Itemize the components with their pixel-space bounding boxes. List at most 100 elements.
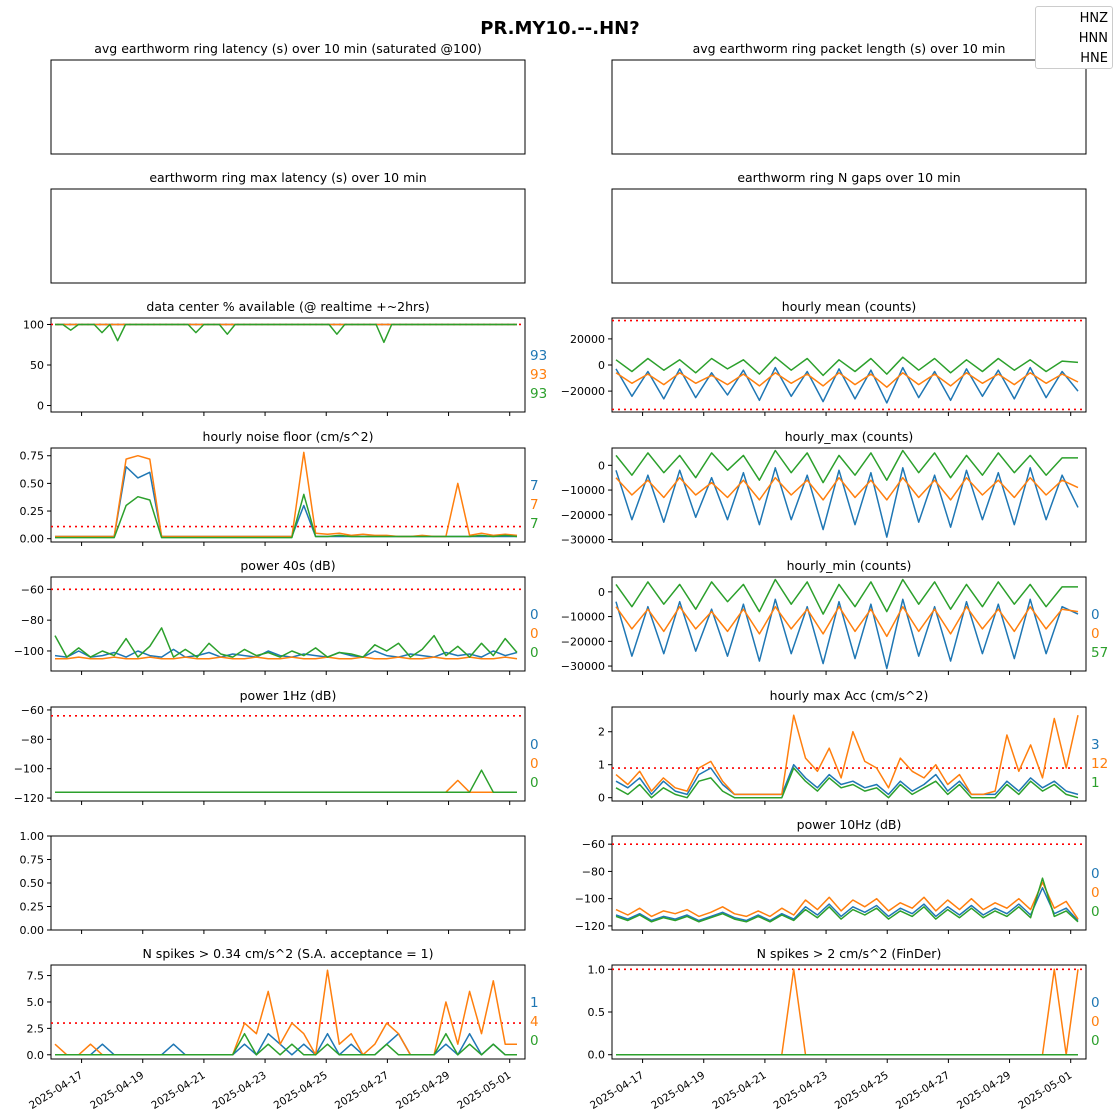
power-10hz-series-hnz <box>615 887 1079 922</box>
hourly-min-side-value-hne: 57 <box>1091 645 1108 661</box>
noise-floor-ytick-label-1: 0.25 <box>20 505 45 518</box>
spikes-2-side-value-hne: 0 <box>1091 1033 1100 1049</box>
power-10hz-side-value-hnn: 0 <box>1091 885 1100 901</box>
spikes-2-xtick-label-2: 2025-04-21 <box>710 1069 768 1112</box>
noise-floor-title: hourly noise floor (cm/s^2) <box>203 429 374 444</box>
max-acc-side-value-hne: 1 <box>1091 775 1100 791</box>
power-40s-series-hnn <box>55 656 518 660</box>
max-acc-ytick-label-1: 1 <box>598 759 605 772</box>
figure-title: PR.MY10.--.HN? <box>480 18 640 39</box>
spikes-034-xtick-label-6: 2025-04-29 <box>394 1069 452 1112</box>
availability-title: data center % available (@ realtime +~2h… <box>146 299 429 314</box>
spikes-034-series-hne <box>55 1032 517 1056</box>
hourly-max-series-hnz <box>615 467 1079 538</box>
power-1hz-title: power 1Hz (dB) <box>240 688 337 703</box>
blank-axes-ytick-label-3: 0.75 <box>20 854 45 867</box>
spikes-2-xtick-label-1: 2025-04-19 <box>649 1069 707 1112</box>
hourly-max-ytick-label-3: 0 <box>598 459 605 472</box>
spikes-034-ytick-label-0: 0.0 <box>27 1049 45 1062</box>
spikes-034-ytick-label-2: 5.0 <box>27 996 45 1009</box>
spikes-2-ytick-label-1: 0.5 <box>588 1006 606 1019</box>
noise-floor-series-hnn <box>55 451 518 538</box>
max-acc-series-hnn <box>615 714 1079 796</box>
spikes-034-side-value-hne: 0 <box>530 1033 539 1049</box>
hourly-mean-ytick-label-1: 0 <box>598 359 605 372</box>
hourly-min-series-hne <box>615 578 1078 615</box>
hourly-min-ytick-label-1: −20000 <box>561 635 605 648</box>
hourly-min-side-value-hnn: 0 <box>1091 626 1100 642</box>
spikes-2-xtick-label-7: 2025-05-01 <box>1016 1069 1074 1112</box>
power-1hz-ytick-label-0: −120 <box>14 792 44 805</box>
spikes-2-xtick-label-4: 2025-04-25 <box>833 1069 891 1112</box>
avg-latency-frame <box>50 59 526 155</box>
power-1hz-ytick-label-3: −60 <box>21 704 44 717</box>
max-acc-side-value-hnz: 3 <box>1091 737 1100 753</box>
blank-axes-ytick-label-0: 0.00 <box>20 924 45 937</box>
power-10hz-side-value-hnz: 0 <box>1091 866 1100 882</box>
noise-floor-ytick-label-2: 0.50 <box>20 477 45 490</box>
power-40s-ytick-label-1: −80 <box>21 614 44 627</box>
spikes-034-ytick-label-1: 2.5 <box>27 1022 45 1035</box>
legend-item-hne: HNE <box>1080 51 1108 66</box>
legend: HNZ HNN HNE <box>1035 6 1113 69</box>
power-40s-ytick-label-2: −60 <box>21 583 44 596</box>
power-10hz-frame <box>611 835 1087 931</box>
spikes-034-xtick-label-3: 2025-04-23 <box>211 1069 269 1112</box>
spikes-2-xtick-label-5: 2025-04-27 <box>894 1069 952 1112</box>
hourly-mean-series-hne <box>615 356 1079 377</box>
power-1hz-side-value-hne: 0 <box>530 775 539 791</box>
power-40s-title: power 40s (dB) <box>240 558 335 573</box>
availability-ytick-label-2: 100 <box>23 318 44 331</box>
legend-item-hnn: HNN <box>1078 31 1108 46</box>
hourly-max-ytick-label-2: −10000 <box>561 484 605 497</box>
hourly-mean-series-hnn <box>615 372 1079 388</box>
availability-ytick-label-0: 0 <box>37 400 44 413</box>
availability-series-hne <box>55 323 517 344</box>
noise-floor-side-value-hnn: 7 <box>530 497 539 513</box>
noise-floor-side-value-hne: 7 <box>530 516 539 532</box>
max-latency-title: earthworm ring max latency (s) over 10 m… <box>149 170 426 185</box>
hourly-mean-ytick-label-0: −20000 <box>561 385 605 398</box>
spikes-034-ytick-label-3: 7.5 <box>27 970 45 983</box>
hourly-mean-title: hourly mean (counts) <box>782 299 916 314</box>
n-gaps-title: earthworm ring N gaps over 10 min <box>737 170 960 185</box>
max-acc-side-value-hnn: 12 <box>1091 756 1108 772</box>
availability-side-value-hne: 93 <box>530 386 547 402</box>
power-10hz-side-value-hne: 0 <box>1091 904 1100 920</box>
availability-side-value-hnn: 93 <box>530 367 547 383</box>
packet-length-title: avg earthworm ring packet length (s) ove… <box>693 41 1006 56</box>
spikes-034-xtick-label-5: 2025-04-27 <box>333 1069 391 1112</box>
n-gaps-frame <box>611 188 1087 284</box>
hourly-mean-series-hnz <box>615 366 1079 404</box>
power-1hz-series-hne <box>55 769 517 793</box>
power-1hz-frame <box>50 706 526 802</box>
blank-axes-ytick-label-2: 0.50 <box>20 877 45 890</box>
legend-item-hnz: HNZ <box>1079 11 1108 26</box>
spikes-034-xtick-label-0: 2025-04-17 <box>27 1069 85 1112</box>
max-acc-frame <box>611 706 1087 802</box>
power-40s-frame <box>50 576 526 672</box>
spikes-034-xtick-label-2: 2025-04-21 <box>149 1069 207 1112</box>
hourly-min-side-value-hnz: 0 <box>1091 607 1100 623</box>
hourly-max-ytick-label-1: −20000 <box>561 509 605 522</box>
hourly-max-ytick-label-0: −30000 <box>561 534 605 547</box>
spikes-2-title: N spikes > 2 cm/s^2 (FinDer) <box>757 946 942 961</box>
spikes-2-ytick-label-2: 1.0 <box>588 963 606 976</box>
availability-side-value-hnz: 93 <box>530 348 547 364</box>
spikes-034-series-hnn <box>54 969 517 1056</box>
noise-floor-side-value-hnz: 7 <box>530 478 539 494</box>
hourly-min-ytick-label-0: −30000 <box>561 660 605 673</box>
spikes-2-xtick-label-0: 2025-04-17 <box>588 1069 646 1112</box>
max-acc-title: hourly max Acc (cm/s^2) <box>770 688 929 703</box>
power-10hz-ytick-label-0: −120 <box>575 920 605 933</box>
max-acc-ytick-label-0: 0 <box>598 792 605 805</box>
power-10hz-ytick-label-1: −100 <box>575 893 605 906</box>
power-40s-side-value-hne: 0 <box>530 645 539 661</box>
spikes-2-side-value-hnn: 0 <box>1091 1014 1100 1030</box>
spikes-034-side-value-hnz: 1 <box>530 995 539 1011</box>
hourly-min-series-hnn <box>615 605 1079 638</box>
max-acc-series-hnz <box>615 763 1079 796</box>
max-acc-series-hne <box>615 767 1079 799</box>
noise-floor-ytick-label-3: 0.75 <box>20 450 45 463</box>
spikes-2-xtick-label-3: 2025-04-23 <box>772 1069 830 1112</box>
